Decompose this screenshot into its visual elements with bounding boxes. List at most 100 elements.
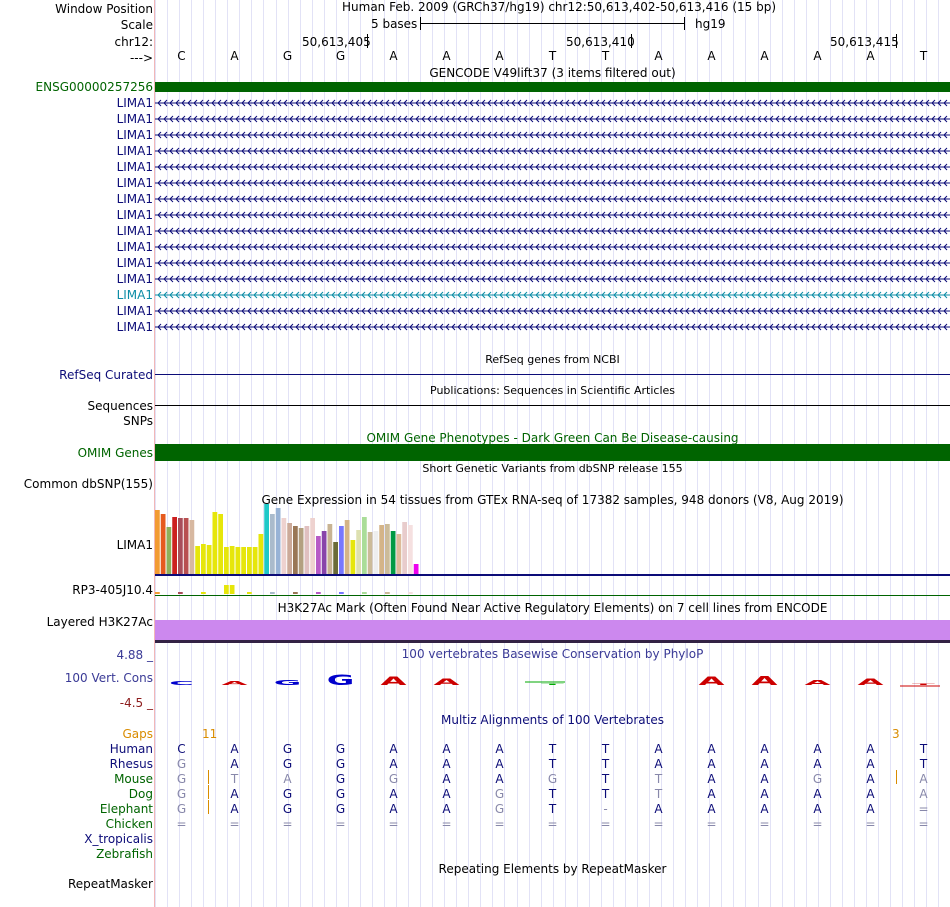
gtex-bar[interactable] [201,544,206,574]
gtex-gene2-bar[interactable] [201,592,206,594]
gtex-bar[interactable] [275,508,281,574]
gtex-gene2-bar[interactable] [362,592,367,594]
gtex-gene2-bar[interactable] [178,592,183,594]
gtex-gene2-bar[interactable] [385,592,390,594]
gtex-bar[interactable] [166,527,172,574]
species-label[interactable]: Mouse [114,772,153,786]
gtex-bar[interactable] [350,540,356,574]
ensg-label[interactable]: ENSG00000257256 [35,80,153,94]
gtex-bar[interactable] [160,514,166,574]
gtex-bar[interactable] [172,517,177,574]
repeatmasker-label[interactable]: RepeatMasker [67,877,153,891]
gtex-gene2-bar[interactable] [293,592,298,594]
gtex-bar[interactable] [327,524,333,574]
transcript-line[interactable] [155,243,950,251]
transcript-line[interactable] [155,259,950,267]
gtex-bar[interactable] [235,547,241,574]
gtex-bar[interactable] [396,534,402,574]
gtex-bar[interactable] [344,520,350,574]
gtex-gene2-bar[interactable] [155,592,160,594]
omim-feature[interactable] [155,444,950,461]
gtex-bar[interactable] [189,520,195,574]
refseq-line[interactable] [155,374,950,375]
gtex-bar[interactable] [356,530,361,574]
gtex-bar[interactable] [178,518,183,574]
gtex-bar[interactable] [339,526,344,574]
gtex-gene2-bar[interactable] [224,585,229,594]
species-label[interactable]: Zebrafish [96,847,153,861]
gtex-bar[interactable] [385,524,390,574]
gtex-gene1-label[interactable]: LIMA1 [116,538,153,552]
transcript-label[interactable]: LIMA1 [116,112,153,126]
gtex-bar[interactable] [316,536,321,574]
transcript-label[interactable]: LIMA1 [116,304,153,318]
transcript-line[interactable] [155,99,950,107]
transcript-label[interactable]: LIMA1 [116,224,153,238]
transcript-label[interactable]: LIMA1 [116,272,153,286]
gtex-bar[interactable] [270,514,275,574]
gtex-bar[interactable] [293,526,298,574]
species-label[interactable]: Elephant [99,802,153,816]
transcript-line[interactable] [155,227,950,235]
transcript-line[interactable] [155,275,950,283]
transcript-label[interactable]: LIMA1 [116,320,153,334]
gtex-bar[interactable] [390,531,396,574]
h3k27ac-signal[interactable] [155,620,950,640]
gtex-bar[interactable] [413,564,419,574]
transcript-label[interactable]: LIMA1 [116,176,153,190]
gtex-bar[interactable] [264,504,269,574]
publications-line[interactable] [155,405,950,406]
omim-label[interactable]: OMIM Genes [77,446,153,460]
gtex-bar[interactable] [373,531,379,574]
gtex-bar[interactable] [252,547,258,574]
gtex-bar[interactable] [218,514,223,574]
gtex-bar[interactable] [321,531,327,574]
transcript-label[interactable]: LIMA1 [116,240,153,254]
gtex-bar[interactable] [229,546,235,574]
h3k27ac-label[interactable]: Layered H3K27Ac [46,615,153,629]
snps-label[interactable]: SNPs [123,414,153,428]
species-label[interactable]: Dog [128,787,153,801]
gtex-bar[interactable] [206,545,212,574]
transcript-label[interactable]: LIMA1 [116,96,153,110]
transcript-line[interactable] [155,163,950,171]
gtex-bar[interactable] [212,512,218,574]
phylop-label[interactable]: 100 Vert. Cons [64,671,153,685]
publications-sequences-label[interactable]: Sequences [87,399,153,413]
gtex-bar[interactable] [379,525,384,574]
transcript-line[interactable] [155,115,950,123]
species-label[interactable]: X_tropicalis [84,832,153,846]
gtex-bar[interactable] [224,547,229,574]
gtex-gene2-bar[interactable] [229,585,235,594]
gtex-gene2-bar[interactable] [408,592,413,594]
transcript-label[interactable]: LIMA1 [116,144,153,158]
transcript-label[interactable]: LIMA1 [116,128,153,142]
transcript-line[interactable] [155,307,950,315]
transcript-line[interactable] [155,131,950,139]
gtex-chart[interactable] [155,504,950,605]
refseq-label[interactable]: RefSeq Curated [59,368,153,382]
transcript-line[interactable] [155,323,950,331]
gtex-bar[interactable] [362,517,367,574]
transcript-line[interactable] [155,179,950,187]
gtex-gene2-bar[interactable] [247,592,252,594]
transcript-label[interactable]: LIMA1 [116,288,153,302]
transcript-line[interactable] [155,147,950,155]
ensg-feature[interactable] [155,82,950,92]
transcript-label[interactable]: LIMA1 [116,160,153,174]
gtex-bar[interactable] [281,518,287,574]
species-label[interactable]: Chicken [105,817,153,831]
gtex-bar[interactable] [258,534,264,574]
transcript-label[interactable]: LIMA1 [116,208,153,222]
gtex-bar[interactable] [333,542,338,574]
gtex-bar[interactable] [304,526,310,574]
transcript-line[interactable] [155,195,950,203]
transcript-label[interactable]: LIMA1 [116,256,153,270]
dbsnp-label[interactable]: Common dbSNP(155) [23,477,153,491]
gtex-gene2-label[interactable]: RP3-405J10.4 [72,583,153,597]
gtex-bar[interactable] [247,547,252,574]
gtex-gene2-bar[interactable] [270,592,275,594]
gtex-bar[interactable] [287,523,292,574]
